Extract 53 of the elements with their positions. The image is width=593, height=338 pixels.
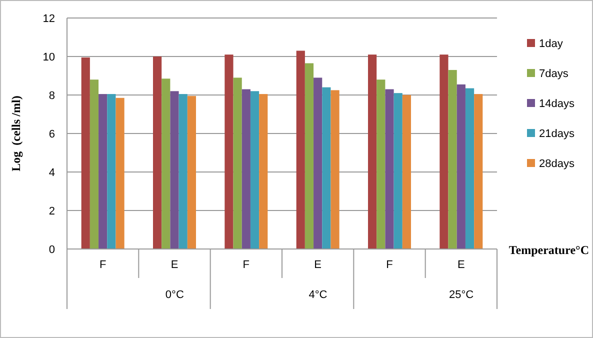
- legend-label: 14days: [539, 98, 575, 110]
- bar: [98, 94, 108, 249]
- y-tick-label: 4: [48, 166, 55, 179]
- bar: [394, 93, 402, 249]
- legend-label: 28days: [539, 158, 575, 170]
- text: 25°C: [449, 289, 474, 301]
- y-axis-title: Log (cells /ml): [9, 96, 23, 172]
- legend-label: 7days: [539, 68, 569, 80]
- bar: [233, 78, 242, 249]
- bar: [448, 70, 457, 249]
- bar: [162, 78, 170, 249]
- bar: [474, 94, 483, 249]
- bar: [81, 57, 90, 249]
- bar: [465, 88, 474, 249]
- y-tick-label: 8: [48, 90, 55, 102]
- bar: [456, 84, 466, 249]
- bar: [116, 98, 124, 249]
- bar: [224, 54, 234, 249]
- legend-label: 21days: [539, 128, 575, 140]
- bar: [402, 95, 411, 249]
- bar: [107, 94, 116, 249]
- bar: [440, 54, 448, 249]
- bar: [178, 94, 188, 249]
- x-tick-label: E: [457, 259, 465, 271]
- text: 4°C: [308, 289, 328, 301]
- bar: [259, 94, 268, 249]
- bar: [187, 96, 196, 249]
- bar: [376, 80, 386, 249]
- bar: [153, 56, 162, 249]
- bar: [385, 89, 394, 249]
- y-tick-label: 12: [42, 12, 55, 25]
- y-tick-label: 2: [48, 205, 55, 218]
- bar: [304, 63, 314, 249]
- bar: [296, 50, 305, 249]
- y-tick-label: 10: [42, 51, 55, 64]
- text: 0°C: [165, 289, 184, 301]
- bar: [368, 54, 377, 249]
- y-tick-label: 0: [48, 244, 55, 256]
- x-tick-label: E: [314, 259, 322, 271]
- bar: [170, 91, 179, 249]
- legend-label: 1day: [539, 38, 564, 50]
- bar: [90, 80, 99, 249]
- bar: [322, 87, 331, 249]
- x-tick-label: F: [99, 259, 106, 271]
- bar: [314, 78, 322, 249]
- x-axis-title: Temperature°C: [508, 243, 589, 257]
- bar: [250, 91, 260, 249]
- x-tick-label: F: [242, 259, 250, 271]
- x-tick-label: F: [386, 259, 394, 271]
- bar: [242, 89, 250, 249]
- x-tick-label: E: [170, 259, 178, 271]
- bar: [330, 90, 340, 249]
- y-tick-label: 6: [48, 128, 55, 140]
